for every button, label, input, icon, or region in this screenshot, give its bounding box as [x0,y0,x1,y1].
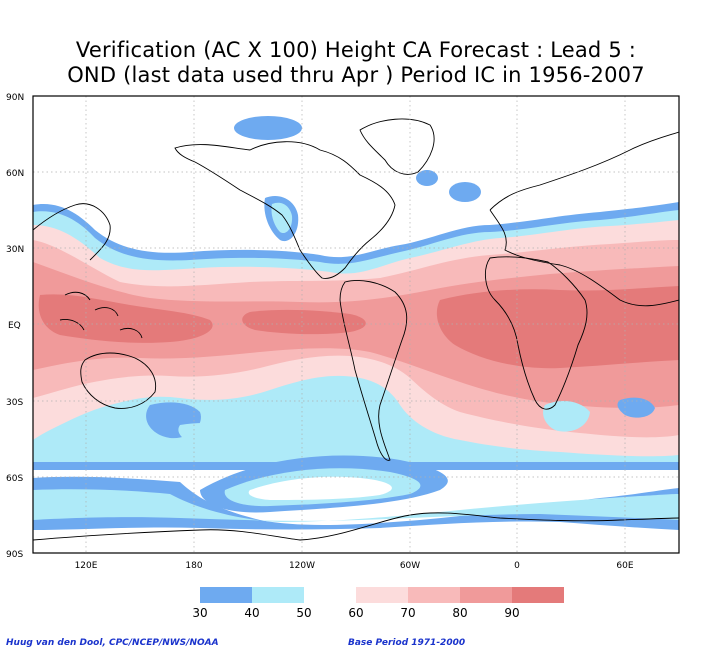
base-period-note: Base Period 1971-2000 [348,638,466,648]
coast-eurasia [33,131,679,307]
map-frame [32,95,680,554]
color-legend [200,587,564,603]
north-america-lightblue-tongue [271,202,293,234]
pink-90-field-east [436,286,679,369]
coast-south-america [339,280,408,461]
map-title-line-1: Verification (AC X 100) Height CA Foreca… [75,38,637,62]
author-credit: Huug van den Dool, CPC/NCEP/NWS/NOAA [6,638,219,648]
lat-label: EQ [8,321,21,331]
greenland-sea-blue-blob [449,182,481,202]
lat-label: 30S [6,398,23,408]
lat-label: 60S [6,474,23,484]
lon-label: 60E [616,561,633,571]
coast-greenland [359,118,435,175]
arctic-blue-blob [234,116,302,140]
legend-swatch [512,587,564,603]
legend-tick: 60 [348,606,363,620]
coast-africa [484,256,588,410]
lat-label: 90N [6,93,24,103]
lat-label: 30N [6,245,24,255]
lon-label: 60W [400,561,420,571]
lon-label: 180 [185,561,202,571]
legend-swatch [304,587,356,603]
south-pacific-lightblue [178,423,255,448]
legend-tick: 50 [296,606,311,620]
south-africa-lightblue [543,400,590,432]
legend-tick: 80 [452,606,467,620]
lat-label: 90S [6,550,23,560]
coastlines [33,118,679,541]
legend-tick: 40 [244,606,259,620]
map-title-line-2: OND (last data used thru Apr ) Period IC… [67,63,645,87]
lat-labels: 90N 60N 30N EQ 30S 60S 90S [6,93,24,560]
coast-maritime-asia [59,291,143,339]
indian-ocean-blue [617,397,655,418]
legend-swatch [408,587,460,603]
legend-swatch [356,587,408,603]
pink-90-field-west [38,294,213,343]
legend-swatch [460,587,512,603]
lat-label: 60N [6,169,24,179]
lon-labels: 120E 180 120W 60W 0 60E [75,561,634,571]
lon-label: 0 [514,561,520,571]
coast-australia [80,352,157,409]
shaded-field [33,96,679,553]
coast-north-america [174,141,396,279]
legend-swatch [200,587,252,603]
coast-antarctica [33,512,679,541]
legend-tick: 90 [504,606,519,620]
antarctic-lightblue-band [33,489,679,522]
hudson-blue-blob [416,170,438,186]
legend-tick-labels: 30 40 50 60 70 80 90 [192,606,519,620]
legend-tick: 30 [192,606,207,620]
south-white-ring [248,476,392,500]
legend-swatch [252,587,304,603]
lon-label: 120W [289,561,315,571]
legend-tick: 70 [400,606,415,620]
pink-90-field-pacific [242,309,366,335]
lon-label: 120E [75,561,98,571]
